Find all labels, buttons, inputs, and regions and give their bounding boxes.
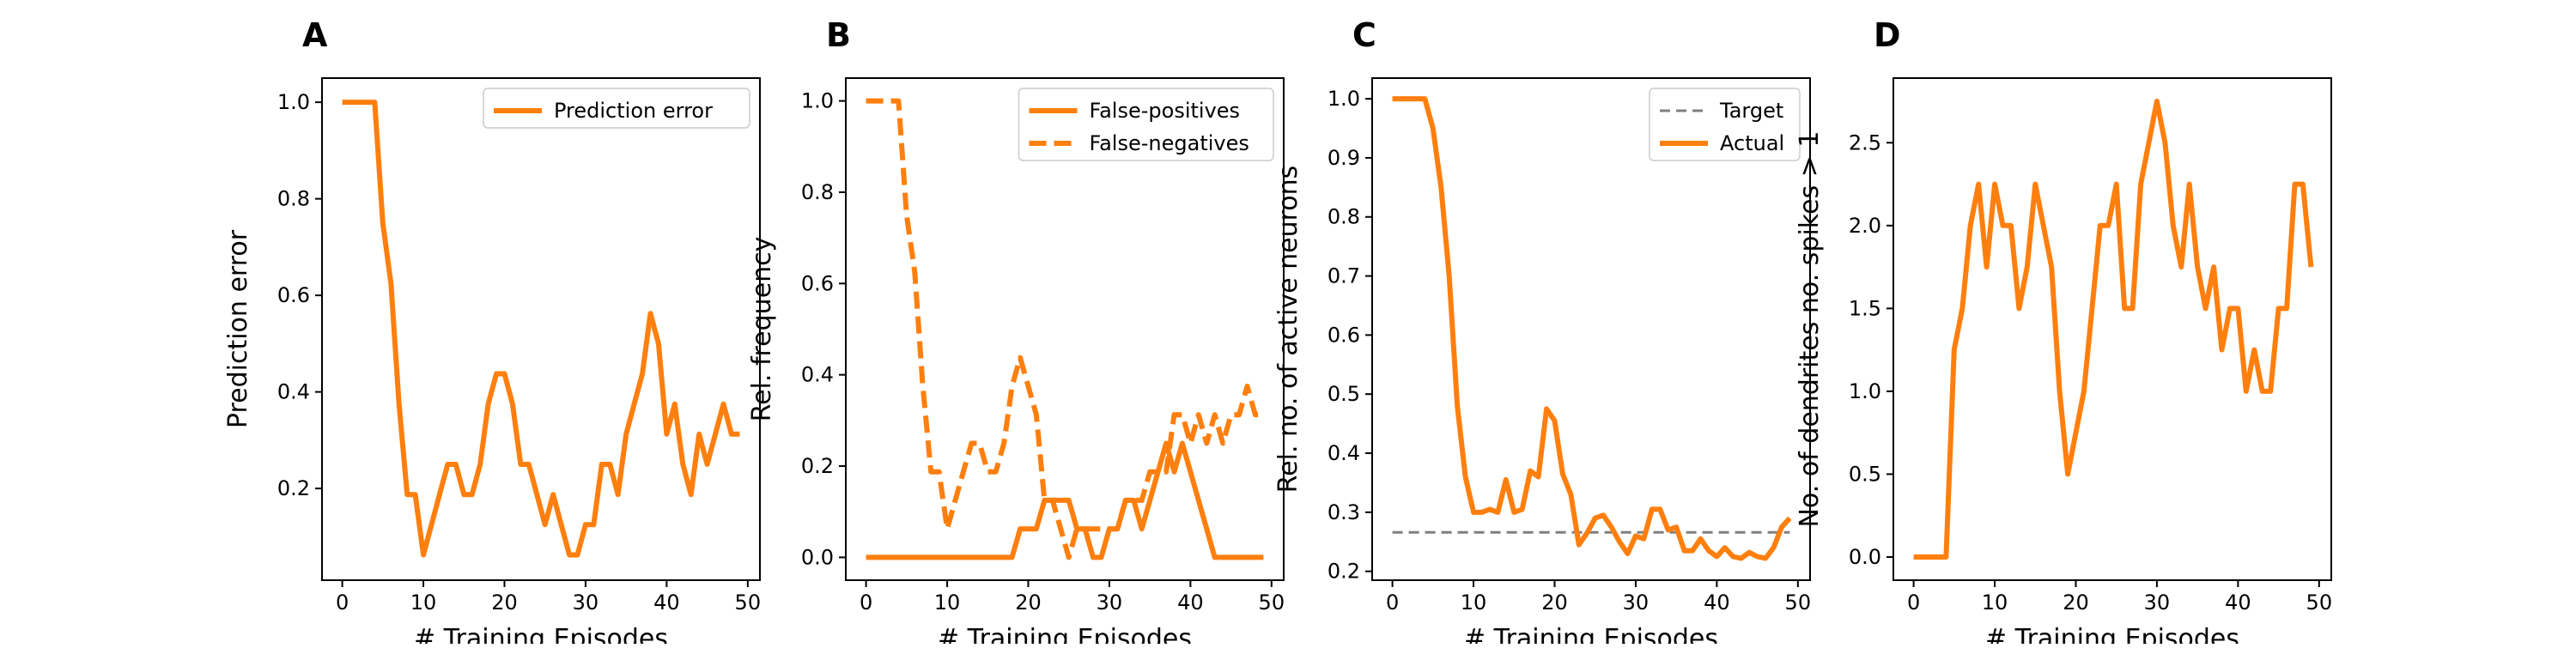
- x-tick-label: 10: [1461, 590, 1487, 615]
- panel-d: D 0 10 20 30 40 50 0.0 0.5 1.0 1.5 2.0 2.5 # Training…: [1795, 16, 2333, 648]
- x-tick-label: 50: [1785, 590, 1812, 615]
- legend: False-positives False-negatives: [1018, 88, 1274, 161]
- plot-frame: [1371, 77, 1811, 581]
- x-tick-label: 30: [2144, 590, 2171, 615]
- panel-b: B 0 10 20 30 40 50 0.0 0.2 0.4 0.6 0.8 1.0 # Training…: [747, 16, 1285, 648]
- panel-letter: B: [826, 16, 851, 54]
- y-axis-label: No. of dendrites no. spikes > 1: [1795, 130, 1825, 527]
- y-tick-label: 0.8: [1327, 205, 1360, 229]
- y-tick-label: 0.2: [1327, 560, 1360, 584]
- y-tick-label: 1.0: [801, 89, 834, 113]
- x-axis-label: # Training Episodes: [938, 624, 1192, 644]
- x-tick-label: 30: [1623, 590, 1649, 615]
- y-tick-label: 0.6: [801, 271, 834, 295]
- y-axis-label: Rel. no. of active neurons: [1273, 166, 1303, 494]
- legend-box: [483, 88, 750, 129]
- y-tick-label: 0.9: [1327, 146, 1360, 170]
- y-tick-label: 0.4: [1327, 441, 1360, 465]
- x-tick-label: 50: [735, 590, 762, 615]
- x-tick-label: 0: [1386, 590, 1399, 615]
- y-tick-label: 0.2: [801, 454, 834, 478]
- series-line-values: [1913, 99, 2314, 560]
- y-tick-label: 0.2: [277, 476, 310, 500]
- y-tick-label: 0.4: [801, 363, 834, 387]
- plot-frame: [1893, 77, 2332, 581]
- y-tick-label: 1.5: [1849, 296, 1881, 320]
- y-tick-label: 0.6: [277, 283, 310, 307]
- legend: Prediction error: [483, 88, 750, 129]
- y-tick-label: 2.5: [1849, 130, 1881, 154]
- legend-label: False-positives: [1090, 99, 1241, 123]
- y-tick-label: 0.4: [277, 380, 310, 404]
- y-tick-label: 0.6: [1327, 323, 1360, 347]
- x-tick-label: 0: [1907, 590, 1920, 615]
- y-tick-label: 0.5: [1849, 462, 1881, 486]
- panel-c: C 0 10 20 30 40 50 0.2 0.3 0.4 0.5 0.6 0.7 0.8 0.9 1.0 #…: [1273, 16, 1812, 648]
- y-tick-label: 0.7: [1327, 264, 1360, 288]
- x-tick-label: 10: [410, 590, 437, 615]
- y-tick-label: 0.8: [801, 180, 834, 204]
- y-tick-label: 1.0: [1849, 379, 1881, 403]
- legend-label: False-negatives: [1090, 131, 1249, 155]
- series-line-false-positives: [866, 440, 1264, 560]
- y-tick-label: 0.5: [1327, 382, 1360, 406]
- x-tick-label: 50: [1259, 590, 1285, 615]
- y-tick-label: 0.0: [801, 545, 834, 569]
- plot-frame: [321, 77, 761, 581]
- x-tick-label: 30: [573, 590, 599, 615]
- panel-letter: A: [302, 16, 328, 54]
- x-tick-label: 40: [1177, 590, 1204, 615]
- x-tick-label: 0: [860, 590, 872, 615]
- y-axis-label: Prediction error: [223, 229, 253, 428]
- panel-letter: D: [1874, 16, 1901, 54]
- x-tick-label: 20: [1015, 590, 1042, 615]
- legend-box: [1018, 88, 1274, 161]
- panel-a: A 0 10 20 30 40 50 0.2 0.4 0.6 0.8 1.0 # Training Ep…: [223, 16, 762, 648]
- plot-frame: [845, 77, 1285, 581]
- x-tick-label: 20: [2063, 590, 2089, 615]
- x-axis-label: # Training Episodes: [1985, 624, 2239, 644]
- x-tick-label: 30: [1097, 590, 1123, 615]
- y-tick-label: 1.0: [277, 90, 310, 114]
- legend-label: Prediction error: [554, 99, 713, 123]
- legend: Target Actual: [1649, 88, 1801, 161]
- series-line-prediction-error: [342, 100, 740, 558]
- x-tick-label: 40: [1704, 590, 1730, 615]
- x-axis-label: # Training Episodes: [414, 624, 668, 644]
- x-tick-label: 40: [653, 590, 680, 615]
- panel-letter: C: [1352, 16, 1376, 54]
- series-line-false-negatives: [866, 98, 1264, 560]
- x-axis-label: # Training Episodes: [1464, 624, 1718, 644]
- y-tick-label: 1.0: [1327, 87, 1360, 111]
- y-tick-label: 0.0: [1849, 545, 1881, 569]
- x-tick-label: 20: [1541, 590, 1568, 615]
- x-tick-label: 50: [2306, 590, 2333, 615]
- legend-label: Actual: [1720, 131, 1784, 155]
- x-tick-label: 0: [336, 590, 349, 615]
- x-tick-label: 40: [2225, 590, 2251, 615]
- y-axis-label: Rel. frequency: [747, 237, 777, 422]
- x-tick-label: 20: [491, 590, 518, 615]
- legend-label: Target: [1719, 99, 1783, 123]
- x-tick-label: 10: [1982, 590, 2008, 615]
- x-tick-label: 10: [934, 590, 961, 615]
- y-tick-label: 0.3: [1327, 500, 1360, 524]
- series-line-actual: [1392, 96, 1792, 561]
- y-tick-label: 0.8: [277, 187, 310, 211]
- y-tick-label: 2.0: [1849, 214, 1881, 238]
